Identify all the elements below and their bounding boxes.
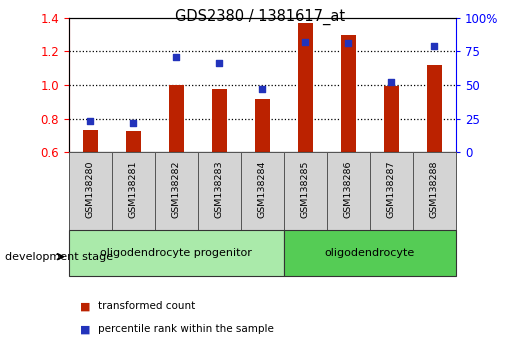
Point — [344, 40, 352, 46]
Point — [172, 54, 181, 59]
Bar — [327, 152, 370, 230]
Bar — [169, 85, 184, 152]
Bar — [155, 152, 198, 230]
Text: oligodendrocyte: oligodendrocyte — [325, 248, 415, 258]
Bar — [69, 152, 112, 230]
Point — [258, 86, 267, 92]
Text: percentile rank within the sample: percentile rank within the sample — [98, 324, 274, 334]
Bar — [384, 86, 399, 152]
Bar — [427, 65, 442, 152]
Text: GSM138287: GSM138287 — [387, 161, 396, 218]
Bar — [112, 152, 155, 230]
Point — [86, 119, 95, 124]
Bar — [255, 99, 270, 152]
Text: GSM138288: GSM138288 — [430, 161, 439, 218]
Bar — [284, 230, 456, 276]
Text: ■: ■ — [80, 324, 90, 334]
Text: development stage: development stage — [5, 252, 113, 262]
Text: GSM138280: GSM138280 — [86, 161, 95, 218]
Point — [301, 39, 310, 45]
Bar — [298, 23, 313, 152]
Bar — [413, 152, 456, 230]
Text: ■: ■ — [80, 301, 90, 311]
Point — [387, 79, 395, 85]
Text: GSM138284: GSM138284 — [258, 161, 267, 218]
Text: GSM138283: GSM138283 — [215, 161, 224, 218]
Text: oligodendrocyte progenitor: oligodendrocyte progenitor — [100, 248, 252, 258]
Text: GSM138281: GSM138281 — [129, 161, 138, 218]
Point — [215, 61, 224, 66]
Bar — [284, 152, 327, 230]
Text: GSM138285: GSM138285 — [301, 161, 310, 218]
Text: GSM138286: GSM138286 — [344, 161, 353, 218]
Point — [129, 120, 138, 125]
Bar — [69, 230, 284, 276]
Bar — [83, 130, 98, 152]
Bar — [198, 152, 241, 230]
Text: transformed count: transformed count — [98, 301, 195, 311]
Text: GDS2380 / 1381617_at: GDS2380 / 1381617_at — [175, 9, 344, 25]
Bar — [126, 131, 141, 152]
Bar — [241, 152, 284, 230]
Point — [430, 43, 438, 49]
Text: GSM138282: GSM138282 — [172, 161, 181, 218]
Bar — [212, 89, 227, 152]
Bar — [341, 34, 356, 152]
Bar — [370, 152, 413, 230]
